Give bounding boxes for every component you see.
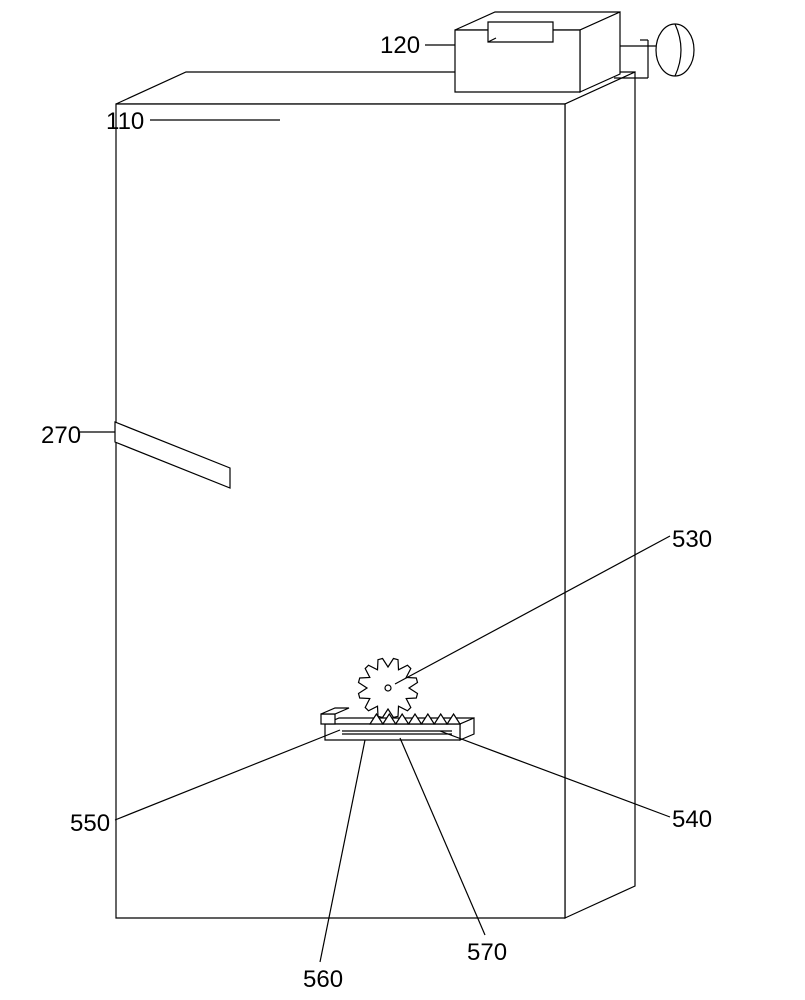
label-560: 560 <box>303 966 343 994</box>
label-550: 550 <box>70 810 110 838</box>
label-540: 540 <box>672 806 712 834</box>
label-110: 110 <box>106 108 144 136</box>
label-570: 570 <box>467 939 507 967</box>
label-270: 270 <box>41 422 81 450</box>
label-120: 120 <box>380 32 420 60</box>
label-530: 530 <box>672 526 712 554</box>
